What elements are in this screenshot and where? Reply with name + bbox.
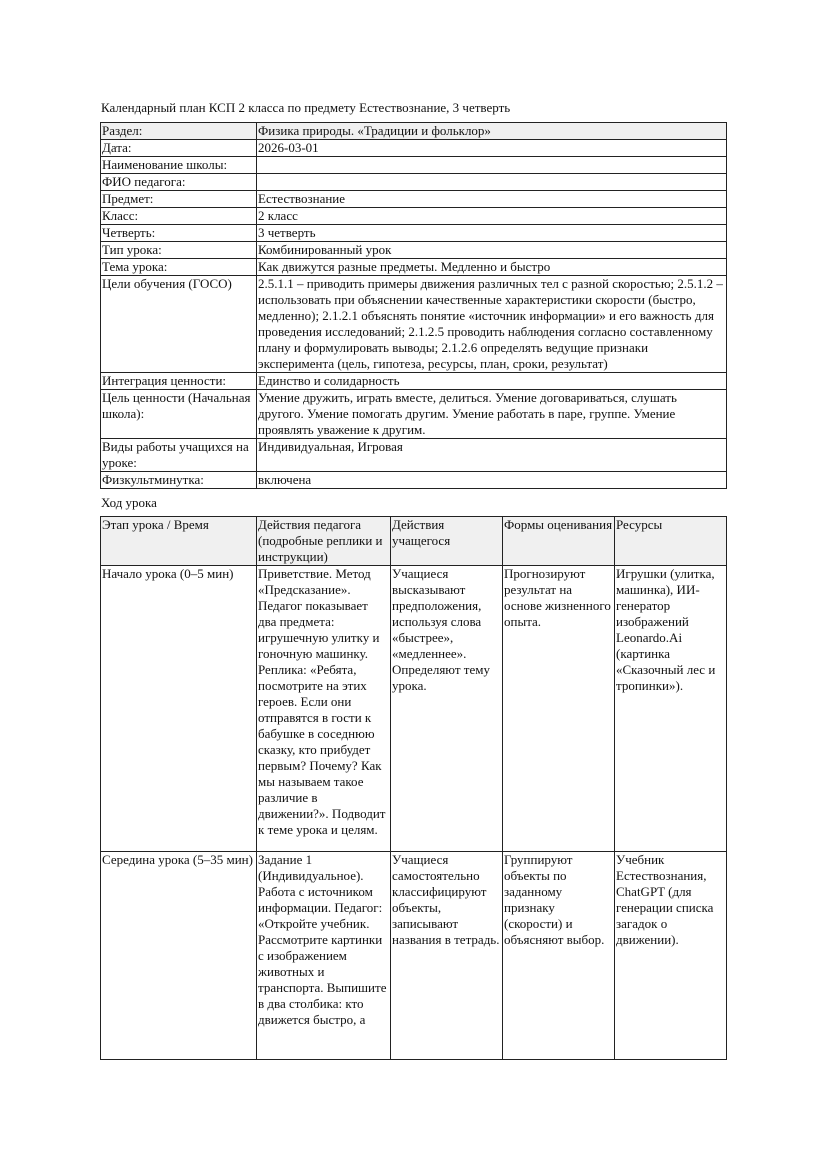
table-cell: Игрушки (улитка, машинка), ИИ-генератор … xyxy=(614,565,727,852)
table-cell: Приветствие. Метод «Предсказание». Педаг… xyxy=(256,565,391,852)
info-label: Физкультминутка: xyxy=(100,471,257,489)
info-value: Единство и солидарность xyxy=(256,372,727,390)
cell-text: Прогнозируют результат на основе жизненн… xyxy=(504,566,611,629)
info-value: включена xyxy=(256,471,727,489)
cell-text: Учащиеся высказывают предположения, испо… xyxy=(392,566,490,693)
info-row: Четверть: 3 четверть xyxy=(100,224,727,242)
column-header: Действия учащегося xyxy=(390,516,503,566)
info-value xyxy=(256,156,727,174)
cell-text: Приветствие. Метод «Предсказание». Педаг… xyxy=(258,566,386,837)
info-value: Как движутся разные предметы. Медленно и… xyxy=(256,258,727,276)
info-label: Цель ценности (Начальная школа): xyxy=(100,389,257,439)
cell-text: Игрушки (улитка, машинка), ИИ-генератор … xyxy=(616,566,716,693)
info-value: 2 класс xyxy=(256,207,727,225)
info-row: Наименование школы: xyxy=(100,156,727,174)
column-header: Действия педагога (подробные реплики и и… xyxy=(256,516,391,566)
table-cell: Учебник Естествознания, ChatGPT (для ген… xyxy=(614,851,727,1060)
table-cell: Прогнозируют результат на основе жизненн… xyxy=(502,565,615,852)
table-row: Начало урока (0–5 мин) Приветствие. Метод… xyxy=(100,565,727,852)
table-cell: Группируют объекты по заданному признаку… xyxy=(502,851,615,1060)
info-label: Цели обучения (ГОСО) xyxy=(100,275,257,373)
info-row: Цель ценности (Начальная школа): Умение д… xyxy=(100,389,727,439)
info-value xyxy=(256,173,727,191)
table-cell: Учащиеся высказывают предположения, испо… xyxy=(390,565,503,852)
table-cell: Начало урока (0–5 мин) xyxy=(100,565,257,852)
info-value: 2026-03-01 xyxy=(256,139,727,157)
cell-text: Середина урока (5–35 мин) xyxy=(102,852,253,867)
info-row: Физкультминутка: включена xyxy=(100,471,727,489)
info-label: Интеграция ценности: xyxy=(100,372,257,390)
info-value: 3 четверть xyxy=(256,224,727,242)
info-row: Тема урока: Как движутся разные предметы.… xyxy=(100,258,727,276)
table-header-row: Этап урока / Время Действия педагога (под… xyxy=(100,516,727,566)
info-row: Предмет: Естествознание xyxy=(100,190,727,208)
cell-text: Учебник Естествознания, ChatGPT (для ген… xyxy=(616,852,714,947)
info-row: ФИО педагога: xyxy=(100,173,727,191)
info-row: Класс: 2 класс xyxy=(100,207,727,225)
info-value: 2.5.1.1 – приводить примеры движения раз… xyxy=(256,275,727,373)
info-label: ФИО педагога: xyxy=(100,173,257,191)
table-cell: Середина урока (5–35 мин) xyxy=(100,851,257,1060)
info-row: Цели обучения (ГОСО) 2.5.1.1 – приводить … xyxy=(100,275,727,373)
table-row: Середина урока (5–35 мин) Задание 1 (Инди… xyxy=(100,851,727,1060)
info-row: Дата: 2026-03-01 xyxy=(100,139,727,157)
table-cell: Задание 1 (Индивидуальное). Работа с ист… xyxy=(256,851,391,1060)
info-value: Комбинированный урок xyxy=(256,241,727,259)
info-label: Тип урока: xyxy=(100,241,257,259)
column-header: Формы оценивания xyxy=(502,516,615,566)
lesson-info-table: Раздел: Физика природы. «Традиции и фольк… xyxy=(100,122,727,489)
cell-text: Группируют объекты по заданному признаку… xyxy=(504,852,605,947)
info-label: Класс: xyxy=(100,207,257,225)
info-label: Виды работы учащихся на уроке: xyxy=(100,438,257,472)
cell-text: Учащиеся самостоятельно классифицируют о… xyxy=(392,852,500,947)
info-value: Естествознание xyxy=(256,190,727,208)
lesson-progress-table: Этап урока / Время Действия педагога (под… xyxy=(100,516,727,1060)
info-value: Умение дружить, играть вместе, делиться.… xyxy=(256,389,727,439)
cell-text: Задание 1 (Индивидуальное). Работа с ист… xyxy=(258,852,387,1027)
document-title: Календарный план КСП 2 класса по предмет… xyxy=(101,100,511,115)
cell-text: Начало урока (0–5 мин) xyxy=(102,566,234,581)
info-label: Четверть: xyxy=(100,224,257,242)
info-value: Физика природы. «Традиции и фольклор» xyxy=(256,122,727,140)
info-value: Индивидуальная, Игровая xyxy=(256,438,727,472)
info-row: Виды работы учащихся на уроке: Индивидуал… xyxy=(100,438,727,472)
lesson-progress-heading: Ход урока xyxy=(101,495,157,510)
column-header: Ресурсы xyxy=(614,516,727,566)
info-label: Тема урока: xyxy=(100,258,257,276)
info-label: Предмет: xyxy=(100,190,257,208)
table-cell: Учащиеся самостоятельно классифицируют о… xyxy=(390,851,503,1060)
column-header: Этап урока / Время xyxy=(100,516,257,566)
info-row: Раздел: Физика природы. «Традиции и фольк… xyxy=(100,122,727,140)
info-row: Тип урока: Комбинированный урок xyxy=(100,241,727,259)
info-label: Наименование школы: xyxy=(100,156,257,174)
info-label: Дата: xyxy=(100,139,257,157)
info-row: Интеграция ценности: Единство и солидарно… xyxy=(100,372,727,390)
info-label: Раздел: xyxy=(100,122,257,140)
